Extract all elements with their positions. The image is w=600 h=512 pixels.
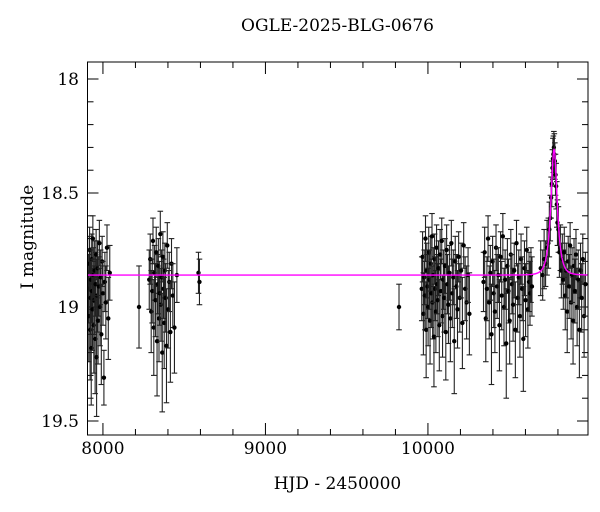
model-curve: [87, 148, 588, 276]
plot-frame: [87, 61, 589, 436]
plot-title: OGLE-2025-BLG-0676: [241, 16, 434, 36]
x-tick-label: 8000: [81, 439, 124, 459]
x-tick-label: 10000: [401, 439, 455, 459]
x-tick-label: 9000: [244, 439, 287, 459]
data-series-points: [87, 130, 588, 417]
y-tick-label: 18: [57, 70, 79, 90]
y-tick-label: 19: [57, 298, 79, 318]
x-axis-label: HJD - 2450000: [273, 474, 402, 494]
y-tick-label: 19.5: [41, 412, 79, 432]
y-tick-label: 18.5: [41, 184, 79, 204]
